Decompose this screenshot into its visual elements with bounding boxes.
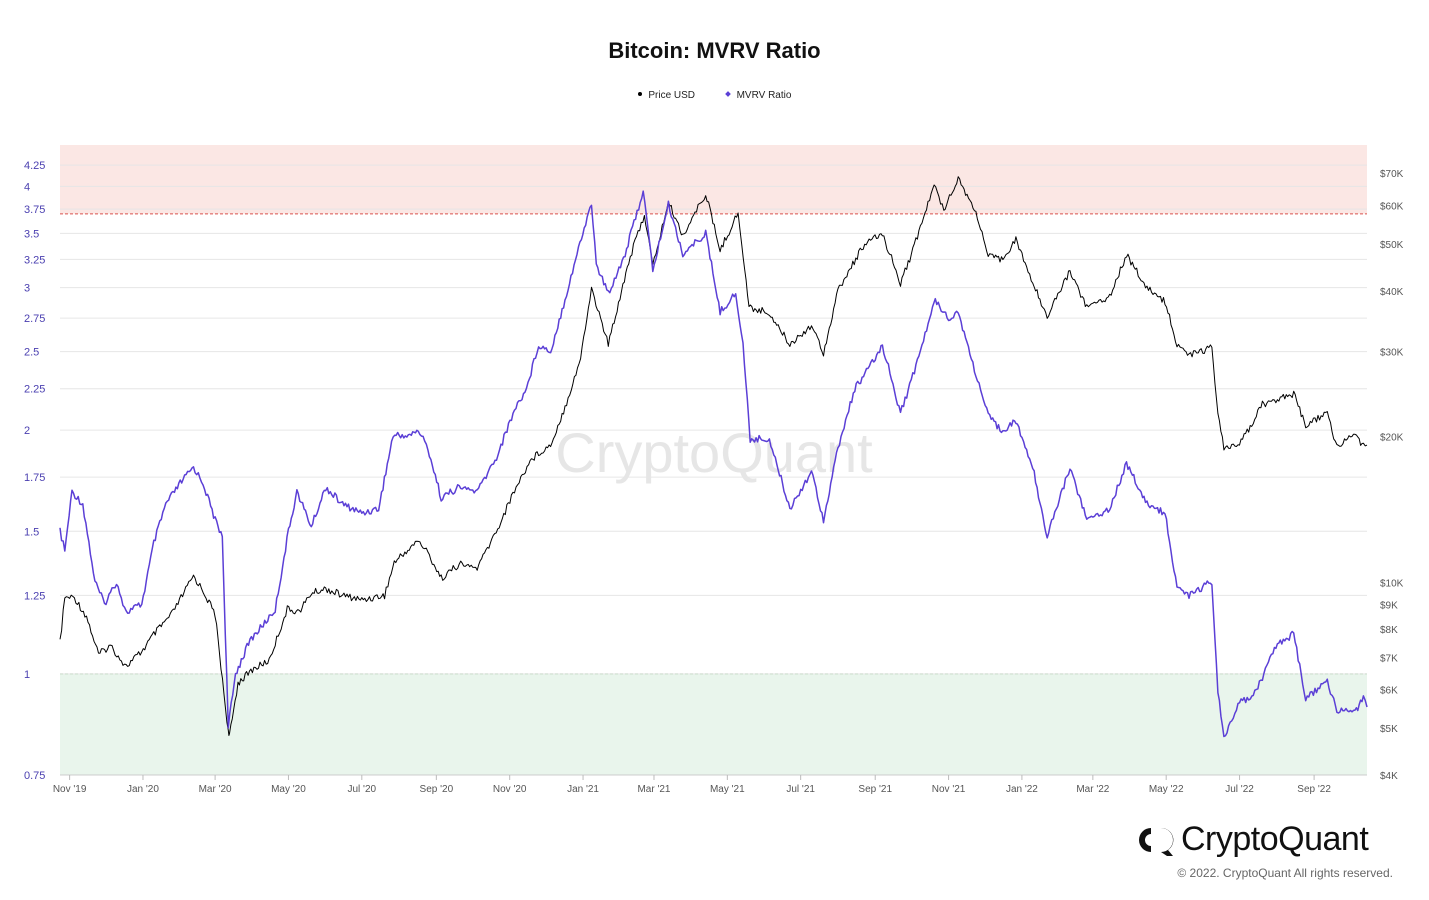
y-left-tick-label: 1.25	[24, 590, 45, 602]
watermark: CryptoQuant	[555, 421, 873, 484]
y-left-tick-label: 2.5	[24, 347, 39, 359]
y-right-tick-label: $9K	[1380, 600, 1398, 611]
x-tick-label: Sep '22	[1297, 784, 1331, 795]
y-left-tick-label: 3.5	[24, 228, 39, 240]
x-tick-label: Nov '19	[53, 784, 87, 795]
y-left-tick-label: 4	[24, 181, 30, 193]
copyright-text: © 2022. CryptoQuant All rights reserved.	[1177, 866, 1393, 880]
y-right-tick-label: $30K	[1380, 347, 1404, 358]
x-tick-label: Mar '22	[1076, 784, 1109, 795]
x-tick-label: Sep '20	[420, 784, 454, 795]
y-left-tick-label: 1.5	[24, 526, 39, 538]
brand: CryptoQuant	[1137, 820, 1397, 860]
y-left-tick-label: 2	[24, 425, 30, 437]
x-tick-label: Nov '21	[932, 784, 966, 795]
x-tick-label: Jul '22	[1225, 784, 1254, 795]
chart-title: Bitcoin: MVRV Ratio	[608, 38, 821, 63]
legend-marker-price	[637, 92, 642, 97]
y-right-tick-label: $20K	[1380, 433, 1404, 444]
legend-label-price: Price USD	[648, 90, 696, 101]
y-right-tick-label: $7K	[1380, 653, 1398, 664]
x-tick-label: Mar '20	[199, 784, 232, 795]
legend-item-price[interactable]: Price USD	[637, 90, 696, 101]
y-right-tick-label: $50K	[1380, 240, 1404, 251]
y-left-tick-label: 1.75	[24, 472, 45, 484]
x-tick-label: Jan '22	[1006, 784, 1038, 795]
y-right-tick-label: $6K	[1380, 686, 1398, 697]
x-tick-label: May '21	[710, 784, 745, 795]
legend-item-mvrv[interactable]: MVRV Ratio	[724, 90, 792, 101]
y-right-tick-label: $70K	[1380, 169, 1404, 180]
legend-label-mvrv: MVRV Ratio	[736, 90, 792, 101]
series-line-price-usd	[59, 176, 1368, 736]
brand-name: CryptoQuant	[1181, 820, 1369, 858]
x-tick-label: Sep '21	[858, 784, 892, 795]
y-left-tick-label: 2.25	[24, 384, 45, 396]
legend: Price USD MVRV Ratio	[0, 90, 1429, 101]
y-right-tick-label: $5K	[1380, 724, 1398, 735]
y-right-tick-label: $60K	[1380, 201, 1404, 212]
y-left-tick-label: 3.25	[24, 254, 45, 266]
x-tick-label: May '22	[1149, 784, 1184, 795]
series-line-mvrv-ratio	[59, 190, 1368, 738]
y-axis-left: 0.75 1 1.25 1.5 1.75 2 2.25 2.5 2.75 3 3.25 3.5 3.75…	[24, 160, 45, 782]
band-overvalued	[60, 145, 1367, 214]
x-tick-label: Nov '20	[493, 784, 527, 795]
y-left-tick-label: 3	[24, 283, 30, 295]
y-left-tick-label: 1	[24, 669, 30, 681]
y-right-tick-label: $40K	[1380, 287, 1404, 298]
y-right-tick-label: $10K	[1380, 578, 1404, 589]
y-axis-right: $4K $5K $6K $7K $8K $9K $10K $20K $30K $40K $50K $6…	[1380, 169, 1404, 782]
x-tick-label: Mar '21	[637, 784, 670, 795]
y-right-tick-label: $8K	[1380, 625, 1398, 636]
y-left-tick-label: 0.75	[24, 770, 45, 782]
y-left-tick-label: 4.25	[24, 160, 45, 172]
x-axis: Nov '19 Jan '20 Mar '20 May '20 Jul '20 Sep '…	[53, 774, 1367, 795]
y-left-tick-label: 2.75	[24, 313, 45, 325]
series-lines	[59, 176, 1368, 738]
x-tick-label: Jan '20	[127, 784, 159, 795]
cryptoquant-logo-icon	[1139, 827, 1174, 856]
y-right-tick-label: $4K	[1380, 771, 1398, 782]
x-tick-label: May '20	[271, 784, 306, 795]
x-tick-label: Jul '21	[786, 784, 815, 795]
x-tick-label: Jan '21	[567, 784, 599, 795]
y-left-tick-label: 3.75	[24, 204, 45, 216]
band-undervalued	[60, 673, 1367, 775]
threshold-bands	[60, 145, 1367, 775]
x-tick-label: Jul '20	[348, 784, 377, 795]
